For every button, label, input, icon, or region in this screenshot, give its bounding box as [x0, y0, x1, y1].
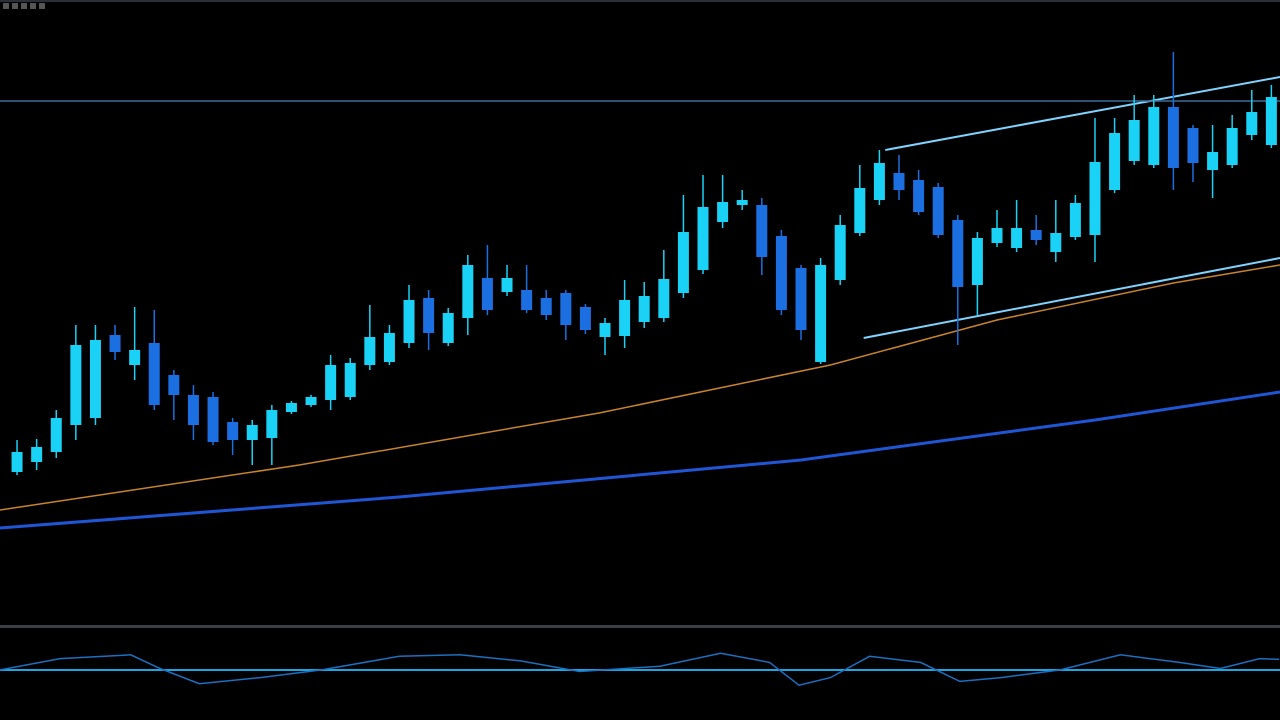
candle-body	[1148, 107, 1160, 165]
candle-body	[325, 365, 337, 400]
candle-body	[873, 163, 885, 200]
candle-body	[1109, 133, 1121, 190]
top-border	[0, 0, 1280, 2]
candle-body	[1011, 228, 1023, 248]
candle-body	[31, 447, 43, 462]
candle-body	[207, 397, 219, 442]
candle-body	[1226, 128, 1238, 165]
candle-body	[227, 422, 239, 440]
candle-body	[344, 363, 356, 397]
candle-body	[462, 265, 474, 318]
button[interactable]	[12, 3, 18, 9]
candle-body	[560, 293, 572, 325]
candle-body	[991, 228, 1003, 243]
button[interactable]	[21, 3, 27, 9]
candle-body	[305, 397, 317, 405]
candle-body	[579, 307, 591, 330]
moving-average	[0, 390, 1280, 530]
candle-body	[168, 375, 180, 395]
candle-body	[70, 345, 82, 425]
candle-body	[736, 200, 748, 205]
candle-body	[952, 220, 964, 287]
candle-body	[481, 278, 493, 310]
candle-body	[501, 278, 513, 292]
candle-body	[854, 188, 866, 233]
candle-body	[1246, 112, 1258, 135]
trendline	[885, 76, 1280, 151]
candle-body	[1069, 203, 1081, 237]
candle-body	[1089, 162, 1101, 235]
candle-body	[775, 236, 787, 310]
candle-body	[129, 350, 141, 365]
candle-body	[971, 238, 983, 285]
candle-body	[1207, 152, 1219, 170]
candle-body	[109, 335, 121, 352]
candle-body	[1265, 97, 1277, 145]
candle-body	[677, 232, 689, 293]
candle-body	[403, 300, 415, 343]
candle-body	[717, 202, 729, 222]
candle-body	[364, 337, 376, 365]
candle-body	[1050, 233, 1062, 252]
candle-body	[638, 296, 650, 322]
candle-body	[266, 410, 278, 438]
candle-body	[795, 268, 807, 330]
trendline	[863, 257, 1280, 339]
candle-body	[423, 298, 435, 333]
candle-body	[11, 452, 23, 472]
candle-body	[1128, 120, 1140, 161]
candle-body	[834, 225, 846, 280]
candle-body	[893, 173, 905, 190]
candle-body	[246, 425, 258, 440]
candle-body	[89, 340, 101, 418]
button[interactable]	[3, 3, 9, 9]
candle-body	[50, 418, 62, 452]
candle-body	[148, 343, 160, 405]
candle-body	[619, 300, 631, 336]
candle-body	[383, 333, 395, 362]
candle-body	[521, 290, 533, 310]
button[interactable]	[30, 3, 36, 9]
candle-body	[913, 180, 925, 212]
candle-body	[1030, 230, 1042, 240]
button[interactable]	[39, 3, 45, 9]
candle-body	[658, 279, 670, 318]
candle-body	[442, 313, 454, 343]
candle-body	[697, 207, 709, 270]
candle-body	[599, 323, 611, 337]
candle-body	[1187, 128, 1199, 163]
candle-body	[1167, 107, 1179, 168]
moving-average	[0, 264, 1280, 511]
oscillator-line	[0, 652, 1280, 687]
candle-body	[756, 205, 768, 257]
candle-body	[932, 187, 944, 235]
candle-body	[285, 403, 297, 412]
candle-body	[187, 395, 199, 425]
panel-separator	[0, 625, 1280, 628]
window-buttons[interactable]	[3, 3, 45, 9]
candle-body	[815, 265, 827, 362]
candle-body	[540, 298, 552, 315]
